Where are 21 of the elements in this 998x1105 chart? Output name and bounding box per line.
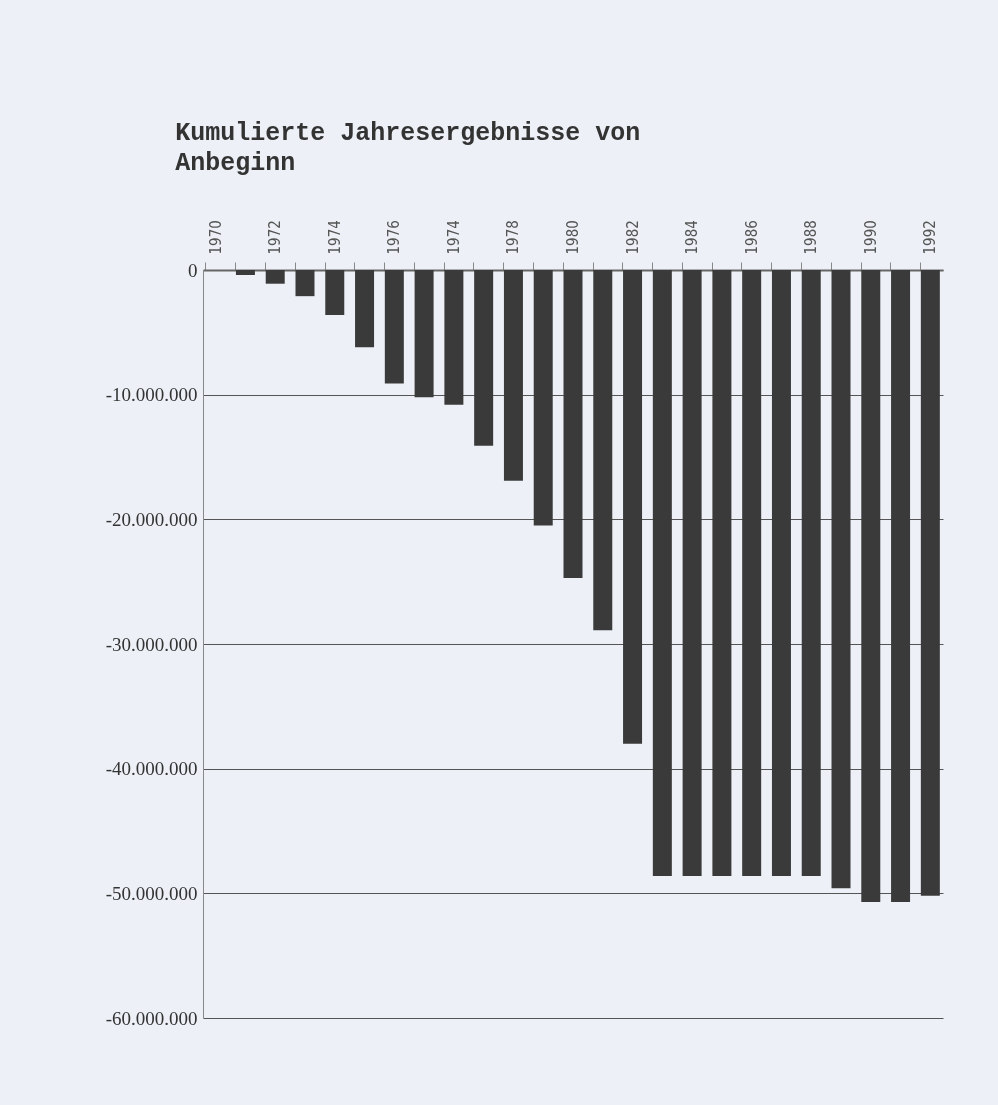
y-tick-label: -40.000.000 <box>105 758 198 780</box>
y-tick-label: -20.000.000 <box>105 508 198 530</box>
x-tick-label: 1974 <box>325 220 344 255</box>
x-tick-label: 1982 <box>623 220 642 255</box>
x-tick-label: 1980 <box>564 220 582 255</box>
y-tick-label: -60.000.000 <box>105 1007 198 1029</box>
y-tick-label: 0 <box>188 259 198 281</box>
x-tick-label: 1986 <box>742 220 761 255</box>
y-tick-label: -10.000.000 <box>105 384 198 406</box>
x-tick-label: 1972 <box>266 220 285 255</box>
y-tick-label: -50.000.000 <box>105 882 198 904</box>
x-tick-label: 1970 <box>206 220 225 255</box>
x-tick-label: 1988 <box>802 220 821 255</box>
x-tick-label: 1974 <box>444 220 463 255</box>
x-tick-label: 1984 <box>683 220 702 255</box>
x-tick-label: 1976 <box>385 220 404 255</box>
y-tick-label: -30.000.000 <box>105 633 198 655</box>
x-tick-label: 1992 <box>921 220 940 255</box>
x-tick-label: 1990 <box>861 220 880 255</box>
x-tick-label: 1978 <box>504 220 523 255</box>
chart-title: Kumulierte Jahresergebnisse von Anbeginn <box>175 118 641 178</box>
